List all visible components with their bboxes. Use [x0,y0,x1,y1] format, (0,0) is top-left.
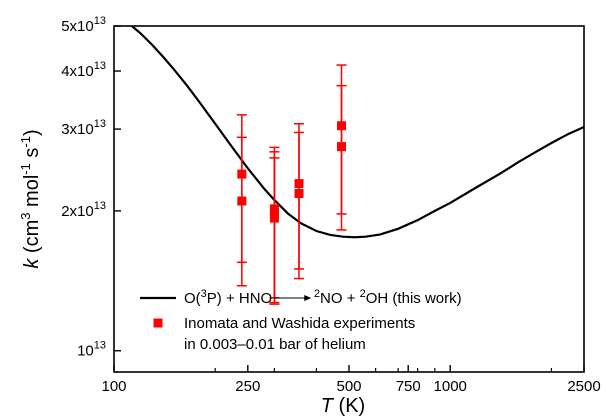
y-tick-label: 1013 [77,340,106,360]
experiment-point [236,114,247,264]
x-tick-label: 250 [235,378,260,395]
x-axis-title: T (K) [321,395,365,417]
y-tick-label: 5x1013 [61,15,106,35]
experiment-marker [294,179,304,189]
y-tick-label: 2x1013 [61,200,106,220]
y-tick-label: 3x1013 [61,118,106,138]
model-curve-line [131,26,584,239]
legend-marker-swatch [153,318,163,328]
x-tick-label: 1000 [434,378,467,395]
x-tick-label: 100 [101,378,126,395]
y-axis-title: k (cm3 mol-1 s-1) [18,129,43,268]
experiment-point [293,123,304,270]
reaction-arrowhead-icon [304,295,312,301]
x-tick-label: 750 [396,378,421,395]
experiment-point [336,64,347,215]
legend-label-experiments: in 0.003–0.01 bar of helium [184,336,366,353]
x-tick-label: 2500 [567,378,600,395]
experiment-marker [337,121,347,131]
experiment-point [269,146,280,304]
x-tick-label: 500 [336,378,361,395]
legend-label-model: O(3P) + HNO 2NO + 2OH (this work) [184,288,462,307]
experiment-marker [269,204,279,214]
experiment-marker [237,169,247,179]
legend-label-experiments: Inomata and Washida experiments [184,315,415,332]
y-tick-label: 4x1013 [61,60,106,80]
